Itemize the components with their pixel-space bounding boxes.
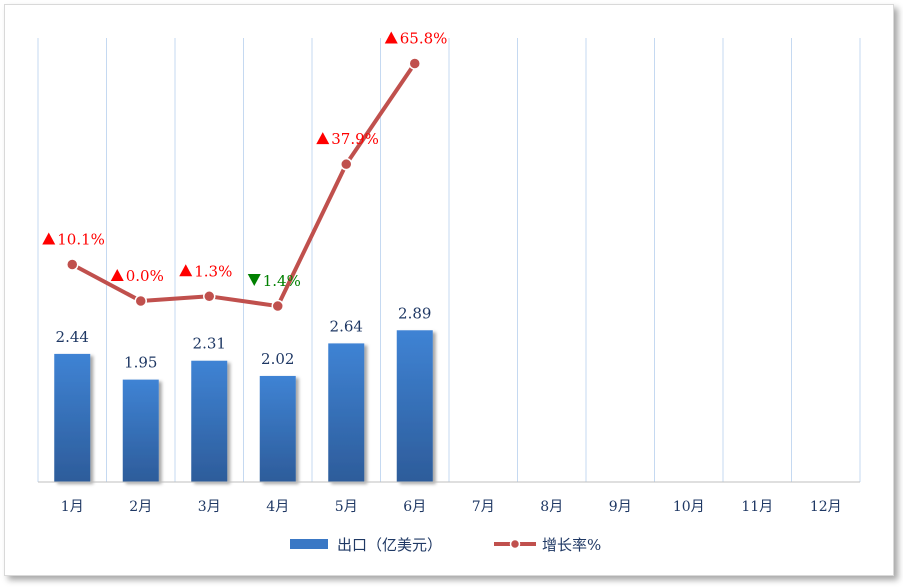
line-layer xyxy=(66,57,421,313)
growth-rate-label: 0.0% xyxy=(126,267,164,285)
growth-rate-label: 37.9% xyxy=(331,130,379,148)
legend-bar-label: 出口（亿美元） xyxy=(337,536,442,554)
x-tick-label: 8月 xyxy=(540,499,563,515)
axis-layer: 1月 2月 3月 4月 5月 6月 7月 8月 9月 10月 11月 12月 xyxy=(38,481,860,515)
x-tick-label: 7月 xyxy=(472,499,495,515)
growth-rate-label: 65.8% xyxy=(400,29,448,47)
x-tick-label: 12月 xyxy=(810,499,842,515)
bar-1月 xyxy=(54,353,91,482)
up-arrow-icon xyxy=(316,132,330,145)
growth-rate-point xyxy=(203,290,216,303)
x-tick-label: 1月 xyxy=(61,499,84,515)
growth-rate-point xyxy=(66,258,79,271)
bar-value-label: 2.64 xyxy=(330,317,363,335)
x-tick-label: 10月 xyxy=(673,499,705,515)
bar-layer xyxy=(54,330,433,482)
growth-rate-point xyxy=(271,299,284,313)
bar-3月 xyxy=(191,360,228,482)
growth-rate-point xyxy=(408,57,421,70)
bar-6月 xyxy=(396,330,433,482)
x-tick-label: 5月 xyxy=(335,499,358,515)
x-tick-label: 3月 xyxy=(198,499,221,515)
up-arrow-icon xyxy=(179,264,193,277)
bar-2月 xyxy=(122,379,159,482)
legend-line-label: 增长率% xyxy=(542,536,601,554)
growth-rate-label: 1.3% xyxy=(194,262,232,280)
up-arrow-icon xyxy=(110,269,124,281)
x-tick-label: 2月 xyxy=(129,499,152,515)
legend-bar-swatch xyxy=(290,539,328,549)
growth-rate-line xyxy=(71,62,417,309)
label-layer: 2.44 1.95 2.31 2.02 2.64 2.89 10.1% 0.0% 1.3% 1.4… xyxy=(42,29,448,372)
up-arrow-icon xyxy=(42,232,56,245)
x-tick-label: 6月 xyxy=(403,499,426,515)
legend-layer: 出口（亿美元） 增长率% xyxy=(290,536,601,554)
growth-rate-label: 10.1% xyxy=(57,231,105,249)
bar-4月 xyxy=(259,375,296,482)
up-arrow-icon xyxy=(384,31,398,44)
bar-value-label: 1.95 xyxy=(124,354,157,372)
x-tick-label: 9月 xyxy=(609,499,632,515)
growth-rate-label: 1.4% xyxy=(263,272,301,290)
down-arrow-icon xyxy=(247,274,261,287)
bar-5月 xyxy=(328,343,365,482)
bar-value-label: 2.44 xyxy=(56,328,89,346)
legend-line-marker xyxy=(509,538,521,550)
grid-layer xyxy=(37,38,861,482)
bar-value-label: 2.31 xyxy=(193,335,226,353)
x-tick-label: 11月 xyxy=(741,499,773,515)
bar-value-label: 2.02 xyxy=(261,350,294,368)
bar-value-label: 2.89 xyxy=(398,304,431,322)
x-tick-label: 4月 xyxy=(266,499,289,515)
growth-rate-point xyxy=(134,294,147,308)
growth-rate-point xyxy=(340,157,353,171)
